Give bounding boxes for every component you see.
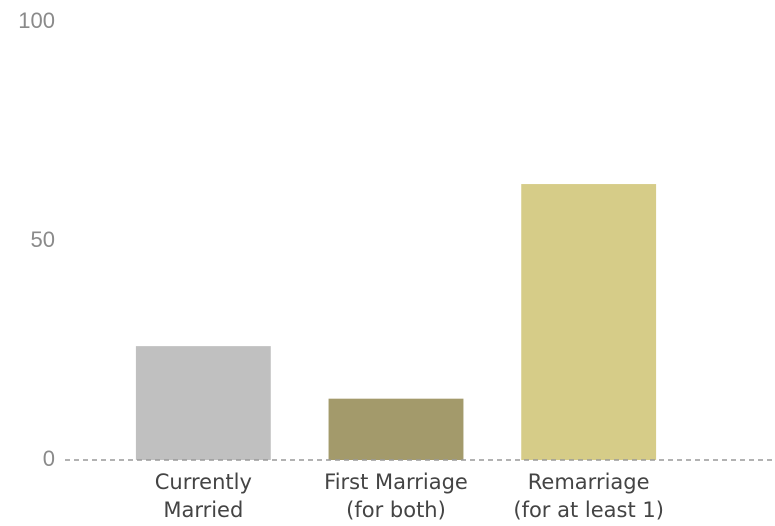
y-tick-label: 50 (31, 227, 55, 252)
x-tick-label: First Marriage (for both) (324, 470, 468, 522)
bar (328, 398, 464, 460)
bar (135, 346, 271, 460)
bar (521, 184, 657, 460)
x-tick-label: Currently Married (154, 470, 252, 522)
y-tick-label: 100 (18, 8, 55, 33)
y-tick-label: 0 (43, 446, 55, 471)
x-tick-label: Remarriage (for at least 1) (513, 470, 664, 522)
